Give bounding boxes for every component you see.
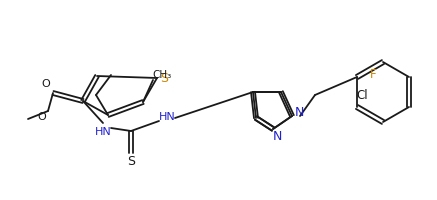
Text: S: S bbox=[127, 155, 135, 168]
Text: F: F bbox=[370, 68, 376, 81]
Text: O: O bbox=[38, 111, 46, 121]
Text: HN: HN bbox=[95, 126, 111, 136]
Text: N: N bbox=[294, 106, 304, 119]
Text: O: O bbox=[42, 79, 50, 89]
Text: S: S bbox=[160, 72, 168, 85]
Text: Cl: Cl bbox=[356, 89, 368, 102]
Text: CH₃: CH₃ bbox=[153, 70, 172, 80]
Text: HN: HN bbox=[159, 111, 175, 121]
Text: N: N bbox=[272, 130, 282, 143]
